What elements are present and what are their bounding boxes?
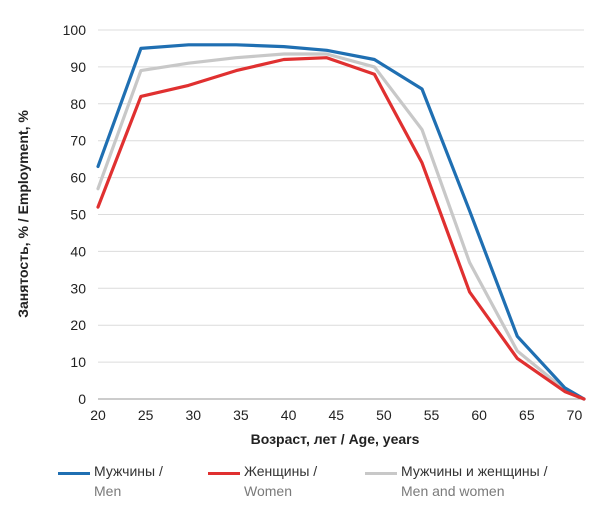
series-lines	[96, 43, 586, 401]
legend-label-all: Мужчины и женщины /	[401, 463, 548, 479]
legend-label-all-en: Men and women	[401, 483, 505, 499]
grid	[98, 29, 584, 363]
x-tick-label: 20	[90, 407, 106, 423]
y-tick-label: 100	[63, 22, 87, 38]
x-tick-label: 70	[567, 407, 583, 423]
legend-swatch-men	[58, 472, 90, 475]
series-line-men	[96, 43, 586, 401]
x-tick-label: 50	[376, 407, 392, 423]
series-line-all	[96, 52, 586, 401]
x-tick-label: 30	[186, 407, 202, 423]
y-axis-ticks: 0 10 20 30 40 50 60 70 80 90 100	[63, 22, 87, 407]
x-axis-label: Возраст, лет / Age, years	[251, 431, 420, 447]
y-axis-label: Занятость, % / Employment, %	[15, 110, 31, 318]
legend: Мужчины / Men Женщины / Women Мужчины и …	[58, 461, 598, 511]
y-tick-label: 70	[70, 133, 86, 149]
x-tick-label: 55	[424, 407, 440, 423]
y-tick-label: 30	[70, 280, 86, 296]
y-tick-label: 20	[70, 317, 86, 333]
legend-label-women: Женщины /	[244, 463, 318, 479]
legend-label-men-en: Men	[94, 483, 122, 499]
legend-label-women-en: Women	[244, 483, 292, 499]
y-tick-label: 0	[78, 391, 86, 407]
x-tick-label: 35	[233, 407, 249, 423]
y-tick-label: 90	[70, 59, 86, 75]
x-tick-label: 40	[281, 407, 297, 423]
x-axis-ticks: 20 25 30 35 40 45 50 55 60 65 70	[90, 407, 582, 423]
x-tick-label: 45	[328, 407, 344, 423]
y-tick-label: 10	[70, 354, 86, 370]
legend-label-men: Мужчины /	[94, 463, 163, 479]
series-line-women	[96, 56, 586, 401]
y-tick-label: 60	[70, 170, 86, 186]
x-tick-label: 25	[138, 407, 154, 423]
y-tick-label: 50	[70, 207, 86, 223]
y-tick-label: 80	[70, 96, 86, 112]
y-tick-label: 40	[70, 243, 86, 259]
x-tick-label: 60	[471, 407, 487, 423]
legend-swatch-all	[365, 472, 397, 475]
legend-swatch-women	[208, 472, 240, 475]
x-tick-label: 65	[519, 407, 535, 423]
